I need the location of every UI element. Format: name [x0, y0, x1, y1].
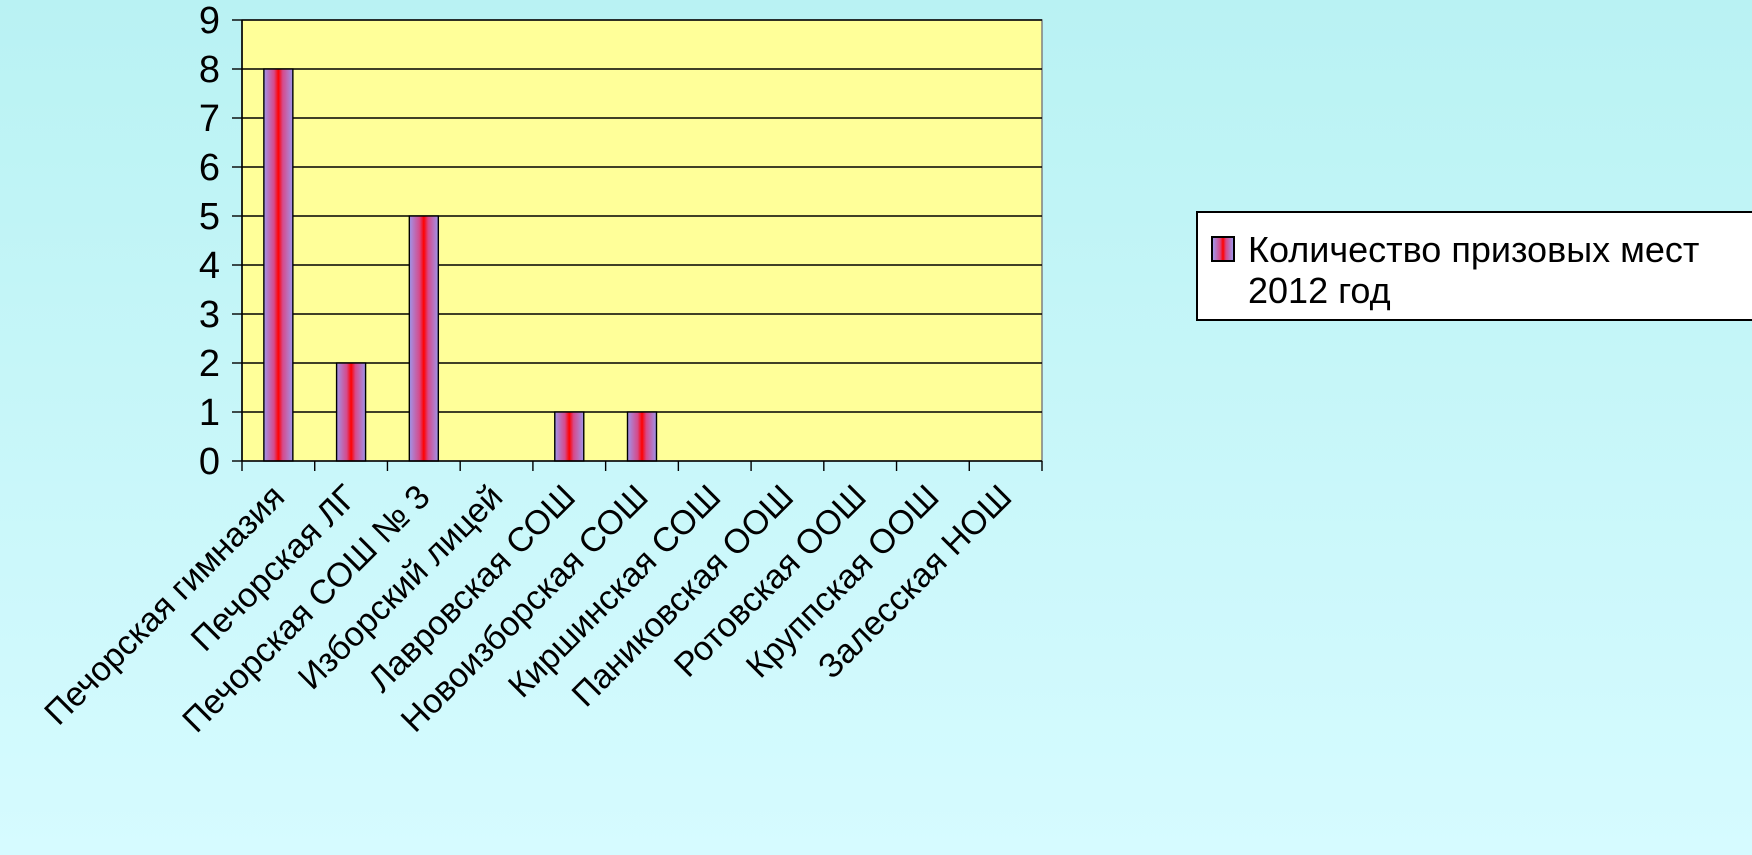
- legend-label: Количество призовых мест 2012 год: [1248, 229, 1700, 311]
- plot-area: [241, 19, 1043, 462]
- legend: Количество призовых мест 2012 год: [1196, 211, 1752, 321]
- y-tick-label: 4: [199, 245, 220, 287]
- bar: [408, 215, 440, 462]
- y-tick-label: 5: [199, 196, 220, 238]
- legend-swatch: [1211, 236, 1235, 262]
- bar: [626, 411, 658, 462]
- y-tick-label: 9: [199, 0, 220, 42]
- y-tick-label: 6: [199, 147, 220, 189]
- bar: [335, 362, 367, 462]
- y-tick-label: 3: [199, 294, 220, 336]
- y-tick-label: 7: [199, 98, 220, 140]
- bar: [263, 68, 294, 462]
- y-tick-label: 8: [199, 49, 220, 91]
- y-tick-label: 1: [199, 392, 220, 434]
- bar: [554, 411, 585, 462]
- y-tick-label: 0: [199, 441, 220, 483]
- y-tick-label: 2: [199, 343, 220, 385]
